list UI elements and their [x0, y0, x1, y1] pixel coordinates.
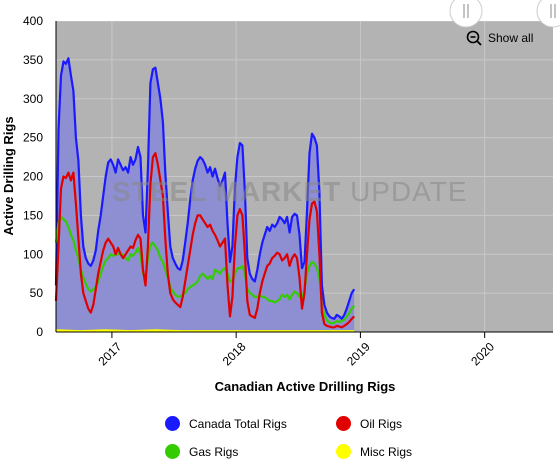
legend-label-oil: Oil Rigs [360, 416, 403, 431]
show-all-label: Show all [488, 31, 534, 45]
navigator-top-bar [56, 0, 553, 21]
legend-item-total[interactable]: Canada Total Rigs [165, 416, 287, 431]
legend-label-total: Canada Total Rigs [189, 416, 287, 431]
x-tick-label: 2020 [468, 339, 497, 368]
right-range-handle[interactable] [536, 0, 560, 28]
oil-rigs-line [54, 152, 355, 329]
x-tick-label: 2017 [96, 339, 125, 368]
legend-marker-oil [336, 416, 351, 431]
x-tick-label: 2018 [220, 339, 249, 368]
legend-marker-gas [165, 444, 180, 459]
x-axis-title: Canadian Active Drilling Rigs [215, 379, 396, 394]
watermark-strong: STEEL MARKET [112, 176, 342, 207]
y-tick-label: 50 [30, 286, 44, 300]
y-tick-label: 350 [23, 53, 43, 67]
canada-total-rigs-area [56, 58, 355, 333]
legend-marker-total [165, 416, 180, 431]
canada-total-rigs-line [54, 57, 356, 320]
legend-label-gas: Gas Rigs [189, 444, 239, 459]
legend-item-misc[interactable]: Misc Rigs [336, 444, 412, 459]
y-tick-label: 100 [23, 247, 43, 261]
show-all-button[interactable]: Show all [466, 30, 533, 46]
watermark: STEEL MARKET UPDATE [112, 176, 468, 208]
legend-label-misc: Misc Rigs [360, 444, 413, 459]
y-tick-label: 300 [23, 92, 43, 106]
x-tick-label: 2019 [344, 339, 373, 368]
misc-rigs-line [55, 329, 355, 333]
legend-item-gas[interactable]: Gas Rigs [165, 444, 238, 459]
y-axis-title: Active Drilling Rigs [1, 116, 16, 235]
y-tick-label: 250 [23, 131, 43, 145]
legend-marker-misc [336, 444, 351, 459]
legend-item-oil[interactable]: Oil Rigs [336, 416, 402, 431]
series-layer [54, 57, 356, 333]
left-range-handle[interactable] [449, 0, 483, 28]
y-tick-label: 0 [36, 325, 43, 339]
zoom-out-icon [466, 30, 482, 46]
y-tick-label: 400 [23, 14, 43, 28]
y-tick-label: 200 [23, 170, 43, 184]
watermark-light: UPDATE [350, 176, 468, 207]
y-tick-label: 150 [23, 208, 43, 222]
